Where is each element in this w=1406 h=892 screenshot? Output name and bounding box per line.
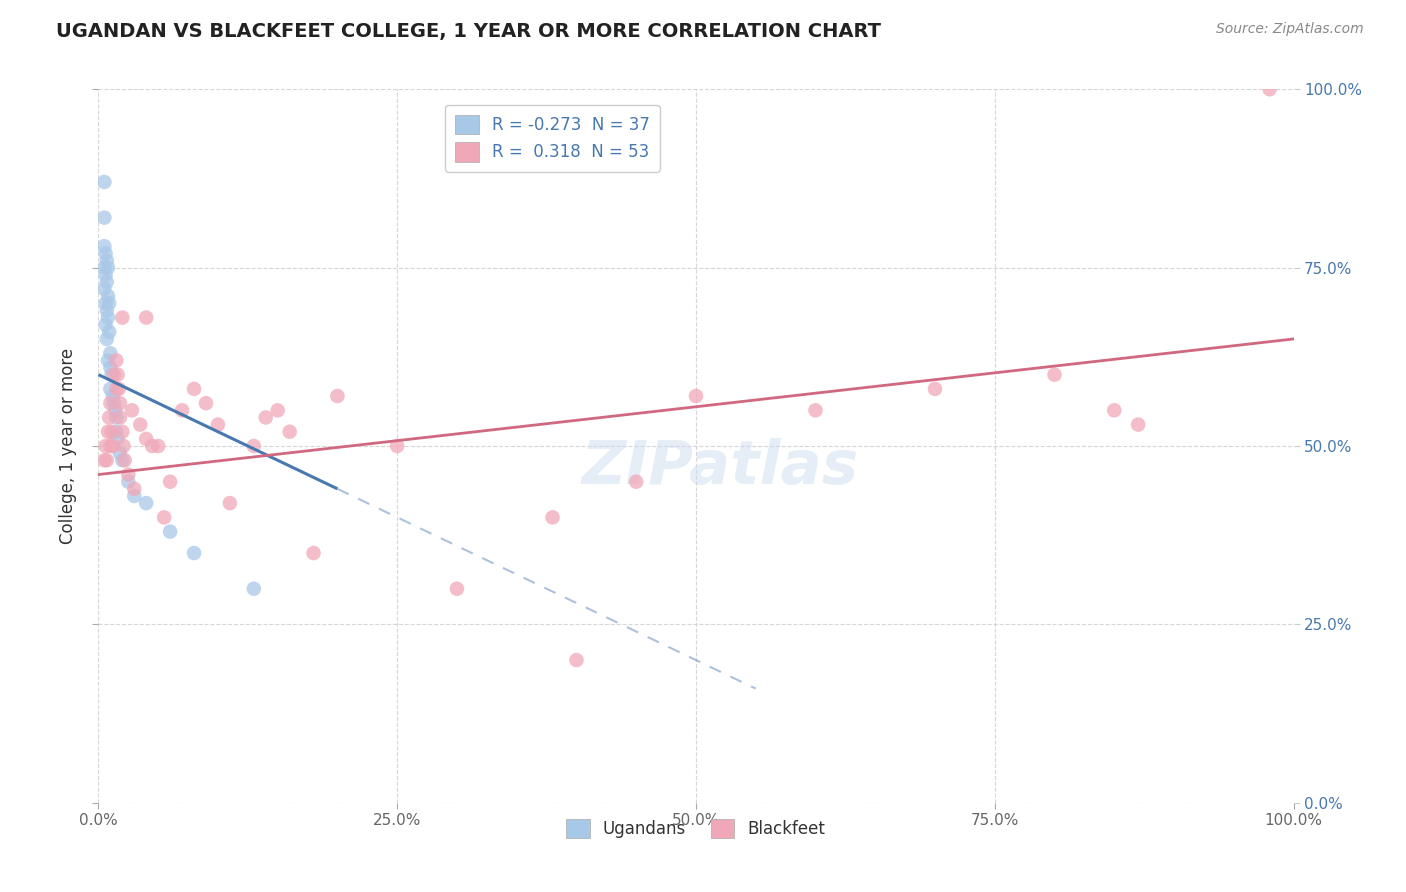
Point [97, 310, 120, 325]
Point [93, 175, 115, 189]
Point [924, 382, 946, 396]
Point [114, 453, 136, 467]
Point [112, 439, 135, 453]
Point [1104, 403, 1126, 417]
Point [96, 332, 118, 346]
Point [100, 368, 122, 382]
Point [96, 275, 118, 289]
Point [626, 475, 648, 489]
Point [135, 496, 157, 510]
Text: UGANDAN VS BLACKFEET COLLEGE, 1 YEAR OR MORE CORRELATION CHART: UGANDAN VS BLACKFEET COLLEGE, 1 YEAR OR … [56, 22, 882, 41]
Point [159, 524, 181, 539]
Point [141, 439, 163, 453]
Point [183, 382, 205, 396]
Point [97, 425, 120, 439]
Point [108, 396, 131, 410]
Point [105, 410, 128, 425]
Point [94, 296, 117, 310]
Point [101, 389, 124, 403]
Point [105, 425, 128, 439]
Point [1043, 368, 1066, 382]
Point [93, 453, 115, 467]
Point [111, 453, 134, 467]
Point [98, 360, 122, 375]
Point [108, 410, 131, 425]
Point [446, 582, 468, 596]
Point [98, 382, 122, 396]
Text: Source: ZipAtlas.com: Source: ZipAtlas.com [1216, 22, 1364, 37]
Point [117, 467, 139, 482]
Point [96, 453, 118, 467]
Point [97, 353, 120, 368]
Point [254, 410, 277, 425]
Point [101, 439, 124, 453]
Point [104, 403, 127, 417]
Point [107, 382, 129, 396]
Point [111, 425, 134, 439]
Point [98, 439, 122, 453]
Point [207, 417, 229, 432]
Point [103, 368, 125, 382]
Point [98, 396, 122, 410]
Point [94, 246, 117, 260]
Point [121, 403, 143, 417]
Point [107, 432, 129, 446]
Point [96, 303, 118, 318]
Point [129, 417, 152, 432]
Point [97, 289, 120, 303]
Point [111, 310, 134, 325]
Point [302, 546, 325, 560]
Point [183, 546, 205, 560]
Point [93, 282, 115, 296]
Point [159, 475, 181, 489]
Point [108, 446, 131, 460]
Text: ZIPatlas: ZIPatlas [581, 438, 859, 497]
Point [94, 318, 117, 332]
Point [93, 239, 115, 253]
Point [105, 382, 128, 396]
Point [107, 368, 129, 382]
Point [243, 439, 266, 453]
Point [135, 310, 157, 325]
Point [93, 260, 115, 275]
Point [98, 346, 122, 360]
Point [124, 489, 146, 503]
Point [98, 410, 121, 425]
Point [94, 439, 117, 453]
Point [94, 268, 117, 282]
Point [100, 425, 122, 439]
Point [219, 496, 242, 510]
Point [135, 432, 157, 446]
Point [153, 510, 176, 524]
Point [98, 296, 121, 310]
Point [804, 403, 827, 417]
Point [124, 482, 146, 496]
Point [565, 653, 588, 667]
Point [267, 403, 290, 417]
Point [148, 439, 170, 453]
Point [685, 389, 707, 403]
Y-axis label: College, 1 year or more: College, 1 year or more [59, 348, 77, 544]
Point [117, 475, 139, 489]
Point [326, 389, 349, 403]
Point [541, 510, 564, 524]
Point [195, 396, 218, 410]
Point [96, 253, 118, 268]
Point [1128, 417, 1150, 432]
Point [278, 425, 301, 439]
Point [105, 353, 128, 368]
Point [385, 439, 409, 453]
Point [98, 325, 121, 339]
Legend: Ugandans, Blackfeet: Ugandans, Blackfeet [560, 812, 832, 845]
Point [93, 211, 115, 225]
Point [103, 396, 125, 410]
Point [172, 403, 194, 417]
Point [97, 260, 120, 275]
Point [1258, 82, 1281, 96]
Point [243, 582, 266, 596]
